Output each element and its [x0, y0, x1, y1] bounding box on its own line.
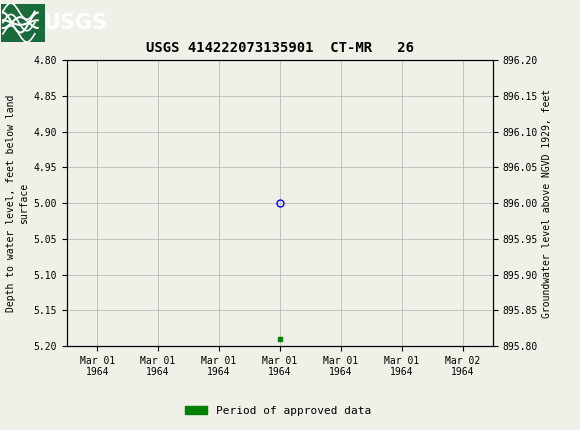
- Legend: Period of approved data: Period of approved data: [181, 401, 376, 420]
- Text: USGS: USGS: [44, 12, 107, 33]
- Title: USGS 414222073135901  CT-MR   26: USGS 414222073135901 CT-MR 26: [146, 41, 414, 55]
- Y-axis label: Depth to water level, feet below land
surface: Depth to water level, feet below land su…: [6, 95, 30, 312]
- Y-axis label: Groundwater level above NGVD 1929, feet: Groundwater level above NGVD 1929, feet: [542, 89, 552, 318]
- FancyBboxPatch shape: [1, 3, 45, 42]
